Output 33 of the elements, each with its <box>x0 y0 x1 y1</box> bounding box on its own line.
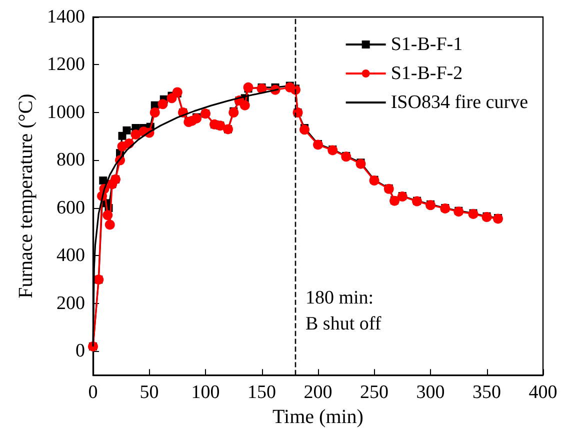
ref-line-label: 180 min: B shut off <box>306 288 382 335</box>
y-tick-label: 1200 <box>47 54 85 76</box>
x-tick-label: 150 <box>248 382 276 404</box>
x-axis-title: Time (min) <box>272 406 364 428</box>
x-tick-label: 300 <box>416 382 445 404</box>
y-tick-label: 0 <box>76 340 85 362</box>
x-tick-label: 0 <box>88 382 98 404</box>
point <box>104 220 115 230</box>
x-tick-label: 200 <box>304 382 332 404</box>
point <box>240 100 250 110</box>
point <box>102 210 113 220</box>
legend-label: S1-B-F-1 <box>390 34 463 55</box>
y-tick-label: 400 <box>56 245 85 266</box>
y-tick-label: 1000 <box>47 102 85 123</box>
legend-label: S1-B-F-2 <box>390 63 463 84</box>
point <box>300 124 310 135</box>
x-tick-label: 250 <box>360 382 388 404</box>
point <box>150 107 160 118</box>
point <box>122 126 131 134</box>
x-tick-label: 100 <box>191 382 220 404</box>
point <box>243 82 254 92</box>
x-tick-label: 350 <box>472 382 501 404</box>
point <box>130 129 141 140</box>
y-tick-label: 200 <box>56 292 85 314</box>
x-tick-label: 400 <box>528 382 558 404</box>
y-tick-label: 1400 <box>47 6 85 28</box>
point <box>99 176 108 185</box>
point <box>158 99 168 110</box>
y-axis-title: Furnace temperature (°C) <box>15 94 38 298</box>
legend-label: ISO834 fire curve <box>390 92 528 113</box>
y-tick-label: 800 <box>56 150 85 171</box>
x-tick-label: 50 <box>140 382 159 404</box>
y-tick-label: 600 <box>56 197 85 218</box>
